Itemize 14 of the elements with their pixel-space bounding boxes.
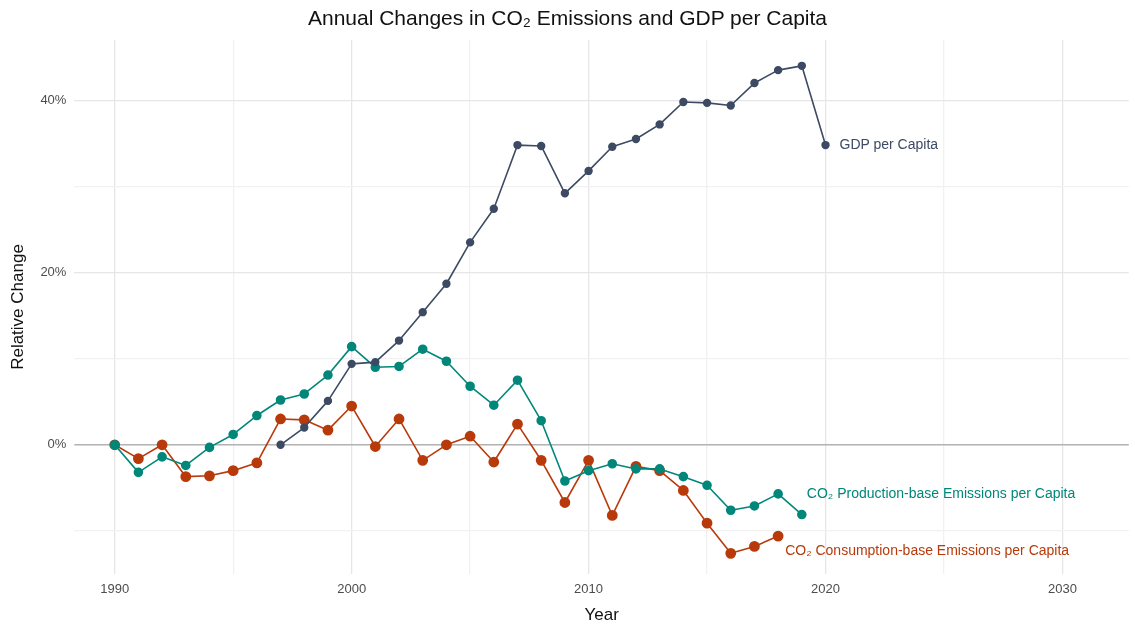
- y-tick-label: 0%: [47, 436, 67, 452]
- x-tick-label: 1990: [100, 581, 130, 597]
- series-label: GDP per Capita: [839, 135, 939, 152]
- x-tick-label: 2030: [1048, 581, 1077, 597]
- x-axis-title: Year: [584, 605, 620, 625]
- chart-title: Annual Changes in CO₂ Emissions and GDP per Capita: [306, 6, 828, 30]
- y-tick-label: 40%: [40, 91, 67, 107]
- x-tick-label: 2010: [574, 581, 604, 597]
- x-tick-label: 2000: [337, 581, 367, 597]
- y-tick-label: 20%: [40, 264, 67, 280]
- x-tick-label: 2020: [811, 581, 840, 597]
- series-label: CO₂ Consumption-base Emissions per Capita: [785, 541, 1070, 558]
- series-label: CO₂ Production-base Emissions per Capita: [806, 485, 1076, 502]
- y-axis-title: Relative Change: [7, 244, 27, 370]
